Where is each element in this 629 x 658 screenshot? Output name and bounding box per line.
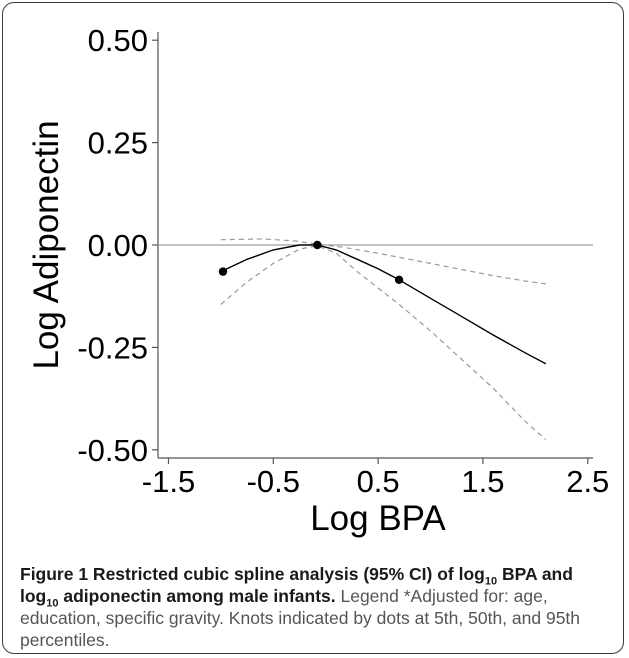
y-tick-label: 0.00	[88, 228, 148, 263]
x-tick-label: 1.5	[461, 464, 504, 499]
y-axis-label: Log Adiponectin	[27, 120, 66, 369]
x-tick-label: -1.5	[142, 464, 195, 499]
knot-group	[218, 240, 404, 285]
caption-title: Figure 1 Restricted cubic spline analysi…	[20, 564, 573, 609]
spline-chart: 0.500.250.00-0.25-0.50-1.5 -0.5 0.5 1.5 2.5 …	[27, 23, 609, 538]
caption-subscript: 10	[46, 597, 59, 610]
y-tick-label: 0.50	[88, 23, 148, 58]
y-tick-label: 0.25	[88, 126, 148, 161]
x-tick-label: -0.5	[247, 464, 300, 499]
x-tick-label: 2.5	[566, 464, 609, 499]
knot-dot	[394, 275, 404, 285]
x-axis-label: Log BPA	[310, 499, 446, 538]
y-tick-label: -0.25	[77, 330, 148, 365]
knot-dot	[218, 267, 228, 276]
caption-title-part: BPA and log	[20, 564, 573, 606]
figure-caption: Figure 1 Restricted cubic spline analysi…	[20, 563, 610, 651]
knot-dot	[313, 240, 322, 250]
y-tick-label: -0.50	[77, 433, 148, 468]
caption-subscript: 10	[484, 575, 498, 588]
tick-label-group: 0.50 0.25 0.00 -0.25 -0.50-1.5 -0.5 0.5 1.5 2.5	[77, 23, 609, 499]
figure-frame	[2, 2, 624, 654]
caption-title-part: adiponectin among male infants.	[58, 586, 336, 606]
confidence-band-line	[220, 238, 546, 285]
caption-title-part: Figure 1 Restricted cubic spline analysi…	[20, 564, 485, 584]
series-group	[220, 238, 547, 441]
caption-legend-text: Legend *Adjusted for: age, education, sp…	[20, 586, 581, 650]
x-tick-label: 0.5	[357, 464, 400, 499]
confidence-band-line	[220, 245, 547, 441]
spline-estimate-line	[220, 244, 547, 365]
